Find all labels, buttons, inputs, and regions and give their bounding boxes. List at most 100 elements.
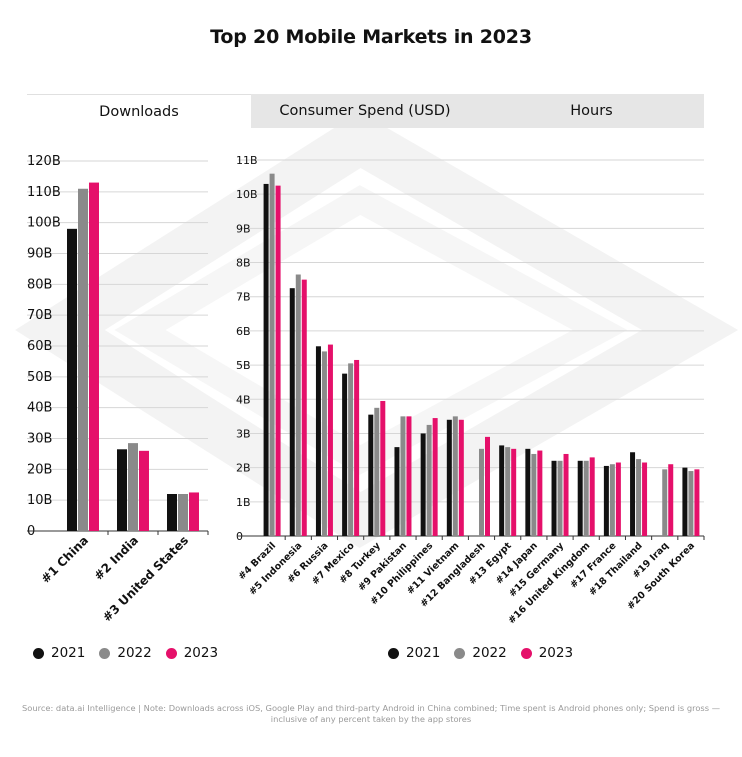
- bar-2023: [406, 416, 412, 536]
- y-tick-label: 1B: [236, 496, 251, 509]
- bar-2022: [583, 460, 589, 536]
- bar-2023: [89, 182, 99, 532]
- bar-2021: [446, 419, 452, 536]
- bar-2023: [668, 464, 674, 536]
- bar-2021: [117, 449, 127, 531]
- bar-2023: [458, 419, 464, 536]
- bar-2022: [609, 464, 615, 536]
- legend-right: 2021 2022 2023: [388, 645, 587, 661]
- bar-2022: [374, 407, 380, 536]
- y-tick-label: 50B: [27, 370, 52, 385]
- bar-2022: [636, 459, 642, 536]
- y-tick-label: 30B: [27, 432, 52, 447]
- legend-label-2023: 2023: [538, 645, 574, 661]
- y-tick-label: 7B: [236, 291, 251, 304]
- bar-2023: [432, 418, 438, 536]
- chart-title: Top 20 Mobile Markets in 2023: [210, 26, 532, 48]
- bar-2022: [295, 274, 301, 536]
- bar-2021: [682, 467, 688, 536]
- bar-2022: [531, 453, 537, 536]
- y-tick-label: 5B: [236, 359, 251, 372]
- y-tick-label: 100B: [27, 216, 61, 231]
- bar-2022: [557, 460, 563, 536]
- bar-2022: [505, 447, 511, 536]
- bar-2022: [688, 471, 694, 536]
- y-tick-label: 11B: [236, 154, 258, 167]
- bar-2023: [275, 185, 281, 537]
- y-tick-label: 110B: [27, 185, 61, 200]
- legend-dot-2021: [33, 647, 44, 659]
- legend-left: 2021 2022 2023: [33, 645, 232, 661]
- bar-2021: [167, 494, 177, 531]
- bar-2023: [642, 462, 648, 536]
- tab-consumer-spend[interactable]: Consumer Spend (USD): [279, 103, 451, 119]
- bar-2021: [525, 448, 531, 536]
- y-tick-label: 120B: [27, 154, 61, 169]
- y-tick-label: 40B: [27, 401, 52, 416]
- bar-2021: [630, 452, 636, 536]
- bar-2023: [589, 457, 595, 536]
- y-tick-label: 2B: [236, 462, 251, 475]
- bar-2021: [368, 414, 374, 536]
- bar-2021: [551, 460, 557, 536]
- legend-item-2022: 2022: [99, 645, 152, 661]
- legend-dot-2021: [388, 647, 399, 659]
- legend-item-2023: 2023: [520, 645, 574, 661]
- legend-dot-2023: [165, 647, 177, 659]
- bar-2022: [662, 469, 668, 536]
- legend-item-2023: 2023: [165, 645, 219, 661]
- bar-2023: [511, 448, 517, 536]
- legend-dot-2023: [520, 647, 532, 659]
- bar-2021: [603, 465, 609, 536]
- bar-2021: [420, 433, 426, 536]
- y-tick-label: 10B: [236, 188, 258, 201]
- bar-2023: [354, 359, 360, 536]
- legend-label-2021: 2021: [406, 645, 441, 661]
- y-tick-label: 80B: [27, 277, 52, 292]
- legend-label-2022: 2022: [117, 645, 152, 661]
- y-tick-label: 8B: [236, 257, 251, 270]
- bar-2023: [537, 450, 543, 536]
- legend-item-2022: 2022: [454, 645, 507, 661]
- bar-2022: [321, 351, 327, 536]
- bar-2021: [394, 447, 400, 536]
- bar-2022: [426, 424, 432, 536]
- bar-2021: [577, 460, 583, 536]
- bar-2022: [269, 173, 275, 536]
- bar-2021: [342, 373, 348, 536]
- bar-2023: [327, 344, 333, 536]
- bar-2023: [485, 436, 490, 536]
- legend-item-2021: 2021: [33, 645, 85, 661]
- y-tick-label: 6B: [236, 325, 251, 338]
- bar-2022: [348, 363, 354, 536]
- y-tick-label: 10B: [27, 493, 52, 508]
- bar-2022: [78, 188, 88, 531]
- source-note: Source: data.ai Intelligence | Note: Dow…: [22, 703, 720, 724]
- legend-dot-2022: [99, 647, 111, 659]
- y-tick-label: 60B: [27, 339, 52, 354]
- bar-2023: [615, 462, 621, 536]
- bar-2022: [400, 416, 406, 536]
- bar-2023: [563, 453, 569, 536]
- y-tick-label: 20B: [27, 462, 52, 477]
- y-tick-label: 9B: [236, 222, 251, 235]
- bar-2022: [178, 494, 188, 531]
- legend-label-2023: 2023: [183, 645, 219, 661]
- y-tick-label: 4B: [236, 393, 251, 406]
- tab-hours[interactable]: Hours: [570, 103, 613, 119]
- legend-dot-2022: [454, 647, 466, 659]
- bar-2023: [380, 400, 386, 536]
- bar-2022: [452, 416, 458, 536]
- bar-2022: [128, 443, 138, 531]
- bar-2021: [289, 288, 295, 536]
- bar-2023: [301, 279, 307, 536]
- tab-downloads[interactable]: Downloads: [27, 94, 251, 128]
- y-tick-label: 3B: [236, 427, 251, 440]
- legend-item-2021: 2021: [388, 645, 440, 661]
- bar-2021: [315, 346, 321, 536]
- bar-2021: [67, 228, 77, 532]
- bar-2023: [189, 492, 199, 531]
